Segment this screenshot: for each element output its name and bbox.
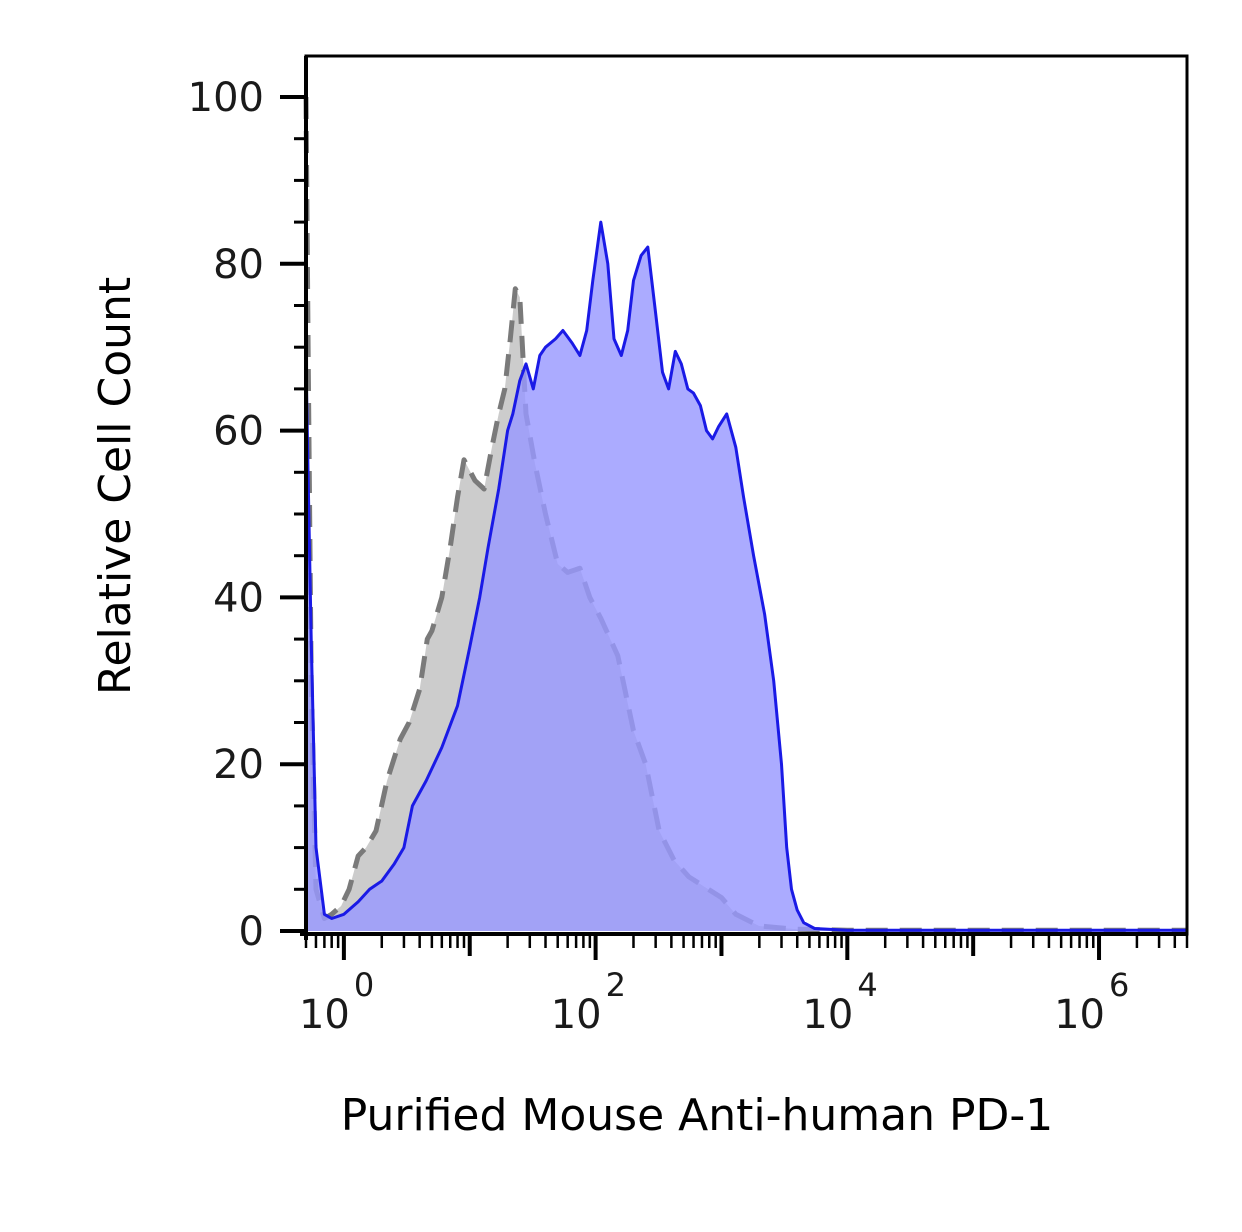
- x-axis-title: Purified Mouse Anti-human PD-1: [341, 1090, 1054, 1141]
- y-tick-label-0: 0: [239, 909, 264, 955]
- x-tick-exponent-4: 4: [857, 966, 877, 1004]
- y-tick-label-40: 40: [213, 575, 264, 621]
- y-axis-ticks: 0 20 40 60 80 100: [188, 75, 306, 955]
- x-tick-exponent-2: 2: [606, 966, 626, 1004]
- series-2-line: [304, 220, 1187, 932]
- x-tick-label-4: 10: [802, 992, 853, 1038]
- x-tick-label-6: 10: [1054, 992, 1105, 1038]
- series-2-area: [306, 222, 1187, 932]
- y-axis-title: Relative Cell Count: [90, 277, 141, 695]
- y-tick-label-60: 60: [213, 409, 264, 455]
- y-tick-label-20: 20: [213, 742, 264, 788]
- y-tick-label-100: 100: [188, 75, 264, 121]
- series-layer: [303, 96, 1187, 933]
- x-tick-label-0: 10: [299, 992, 350, 1038]
- x-tick-exponent-0: 0: [354, 966, 374, 1004]
- y-tick-label-80: 80: [213, 242, 264, 288]
- x-tick-label-2: 10: [551, 992, 602, 1038]
- x-tick-exponent-6: 6: [1109, 966, 1129, 1004]
